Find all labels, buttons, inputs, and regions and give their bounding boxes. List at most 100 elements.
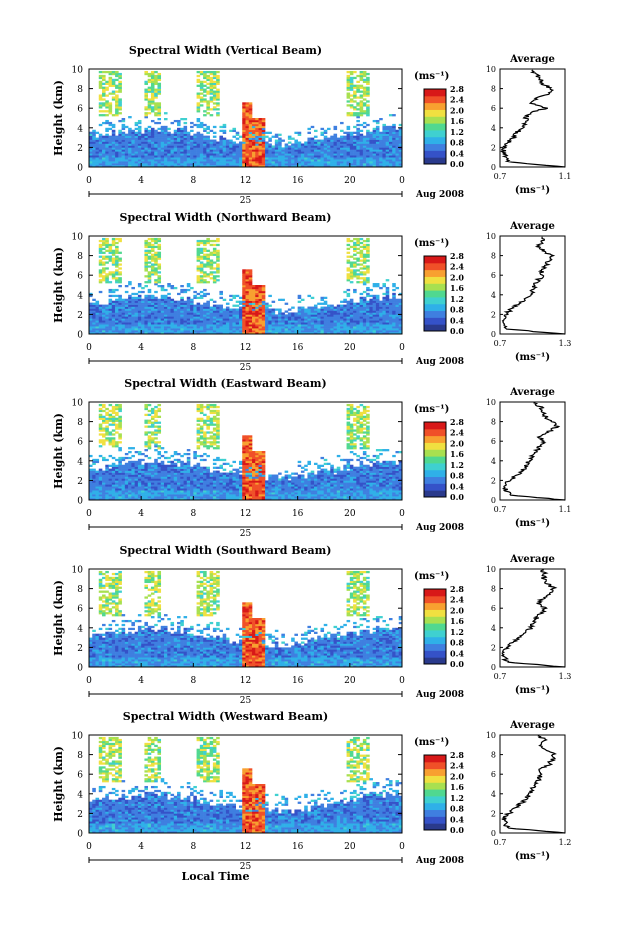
heatmap-cell — [186, 165, 191, 168]
heatmap-cell — [225, 308, 230, 311]
heatmap-cell — [118, 302, 122, 305]
heatmap-cell — [216, 306, 220, 309]
heatmap-cell — [177, 157, 181, 160]
heatmap-cell — [356, 153, 360, 156]
heatmap-cell — [362, 290, 367, 294]
heatmap-cell — [190, 135, 194, 138]
heatmap-cell — [183, 131, 188, 134]
heatmap-cell — [398, 165, 403, 168]
heatmap-cell — [157, 121, 162, 125]
heatmap-cell — [196, 241, 201, 245]
heatmap-cell — [258, 119, 263, 123]
heatmap-cell — [193, 155, 197, 158]
heatmap-cell — [330, 312, 334, 315]
heatmap-cell — [177, 310, 181, 313]
heatmap-cell — [349, 104, 354, 107]
heatmap-cell — [271, 332, 276, 335]
heatmap-cell — [385, 135, 390, 138]
heatmap-cell — [375, 159, 380, 162]
heatmap-cell — [108, 312, 113, 315]
heatmap-cell — [340, 300, 344, 303]
heatmap-cell — [349, 304, 354, 307]
heatmap-cell — [102, 456, 106, 460]
heatmap-cell — [255, 288, 259, 292]
heatmap-cell — [150, 108, 155, 111]
heatmap-cell — [89, 157, 93, 160]
heatmap-cell — [108, 110, 113, 113]
heatmap-cell — [115, 494, 119, 497]
heatmap-cell — [102, 165, 106, 168]
heatmap-cell — [235, 304, 240, 307]
heatmap-cell — [108, 443, 113, 446]
heatmap-cell — [137, 476, 142, 479]
heatmap-cell — [330, 330, 334, 333]
heatmap-cell — [245, 137, 250, 140]
heatmap-cell — [118, 472, 122, 475]
heatmap-cell — [369, 328, 373, 331]
heatmap-cell — [147, 312, 152, 315]
heatmap-cell — [102, 439, 106, 442]
panel-1: Spectral Width (Vertical Beam)0246810Hei… — [52, 44, 571, 206]
heatmap-cell — [163, 310, 168, 313]
heatmap-cell — [154, 92, 158, 95]
heatmap-cell — [115, 476, 119, 479]
heatmap-cell — [261, 119, 266, 123]
heatmap-cell — [216, 275, 220, 278]
heatmap-cell — [98, 74, 103, 78]
heatmap-cell — [206, 261, 210, 264]
heatmap-cell — [212, 143, 217, 146]
heatmap-cell — [206, 149, 210, 152]
heatmap-cell — [95, 480, 100, 483]
heatmap-cell — [294, 141, 298, 144]
heatmap-cell — [183, 332, 188, 335]
heatmap-cell — [271, 316, 276, 319]
heatmap-cell — [294, 314, 298, 317]
heatmap-cell — [297, 314, 302, 317]
heatmap-cell — [343, 308, 347, 311]
heatmap-cell — [121, 302, 126, 305]
heatmap-cell — [271, 324, 276, 327]
heatmap-cell — [353, 271, 357, 274]
heatmap-cell — [346, 243, 351, 247]
heatmap-cell — [349, 265, 354, 268]
heatmap-cell — [248, 149, 253, 152]
heatmap-cell — [170, 330, 175, 333]
heatmap-cell — [366, 129, 370, 133]
heatmap-cell — [265, 312, 269, 315]
heatmap-cell — [124, 161, 129, 164]
heatmap-cell — [150, 143, 155, 146]
heatmap-cell — [141, 482, 145, 485]
heatmap-cell — [199, 104, 204, 107]
heatmap-cell — [147, 72, 152, 76]
heatmap-cell — [209, 143, 214, 146]
heatmap-cell — [255, 310, 259, 313]
heatmap-cell — [362, 74, 367, 78]
heatmap-cell — [199, 159, 204, 162]
heatmap-cell — [144, 454, 148, 458]
heatmap-cell — [219, 320, 223, 323]
heatmap-cell — [343, 322, 347, 325]
heatmap-cell — [167, 328, 171, 331]
heatmap-cell — [372, 145, 377, 148]
heatmap-cell — [245, 326, 250, 329]
heatmap-cell — [92, 322, 96, 325]
heatmap-cell — [111, 328, 116, 331]
heatmap-cell — [144, 468, 148, 471]
heatmap-cell — [369, 308, 373, 311]
heatmap-cell — [92, 159, 96, 162]
heatmap-cell — [219, 137, 223, 140]
heatmap-cell — [382, 330, 386, 333]
heatmap-cell — [206, 322, 210, 325]
heatmap-cell — [353, 112, 357, 115]
heatmap-cell — [124, 456, 129, 460]
heatmap-cell — [366, 90, 370, 93]
heatmap-cell — [336, 137, 341, 140]
heatmap-cell — [98, 161, 103, 164]
heatmap-cell — [245, 143, 250, 146]
heatmap-cell — [118, 102, 122, 105]
heatmap-cell — [144, 129, 148, 133]
heatmap-cell — [150, 324, 155, 327]
heatmap-cell — [118, 498, 122, 501]
heatmap-cell — [261, 288, 266, 292]
heatmap-cell — [346, 332, 351, 335]
